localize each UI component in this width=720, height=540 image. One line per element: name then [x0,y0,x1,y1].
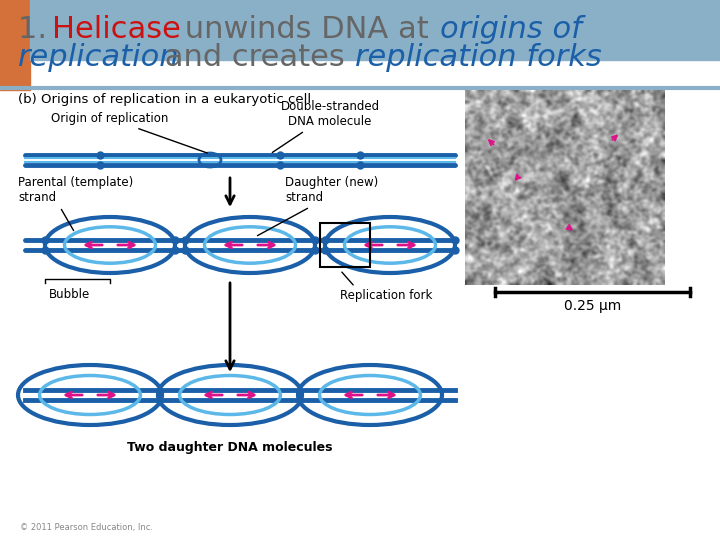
Text: Double-stranded
DNA molecule: Double-stranded DNA molecule [272,100,379,152]
Bar [0,88,720,540]
Text: and creates: and creates [155,44,354,72]
Text: 1.: 1. [18,16,57,44]
Text: unwinds DNA at: unwinds DNA at [175,16,438,44]
Bar [30,0,720,60]
Text: Two daughter DNA molecules: Two daughter DNA molecules [127,441,333,454]
Text: Bubble: Bubble [50,288,91,301]
Text: Parental (template)
strand: Parental (template) strand [18,176,133,204]
Text: Replication fork: Replication fork [340,288,433,301]
Text: © 2011 Pearson Education, Inc.: © 2011 Pearson Education, Inc. [20,523,153,532]
Text: (b) Origins of replication in a eukaryotic cell: (b) Origins of replication in a eukaryot… [18,93,311,106]
Text: replication: replication [18,44,179,72]
Text: 0.25 μm: 0.25 μm [564,299,621,313]
Bar [320,223,370,267]
Text: Helicase: Helicase [52,16,181,44]
Text: Origin of replication: Origin of replication [51,112,207,153]
Text: replication forks: replication forks [355,44,602,72]
Bar [0,0,30,90]
Text: Daughter (new)
strand: Daughter (new) strand [285,176,378,204]
Text: origins of: origins of [440,16,582,44]
Bar [0,0,720,90]
